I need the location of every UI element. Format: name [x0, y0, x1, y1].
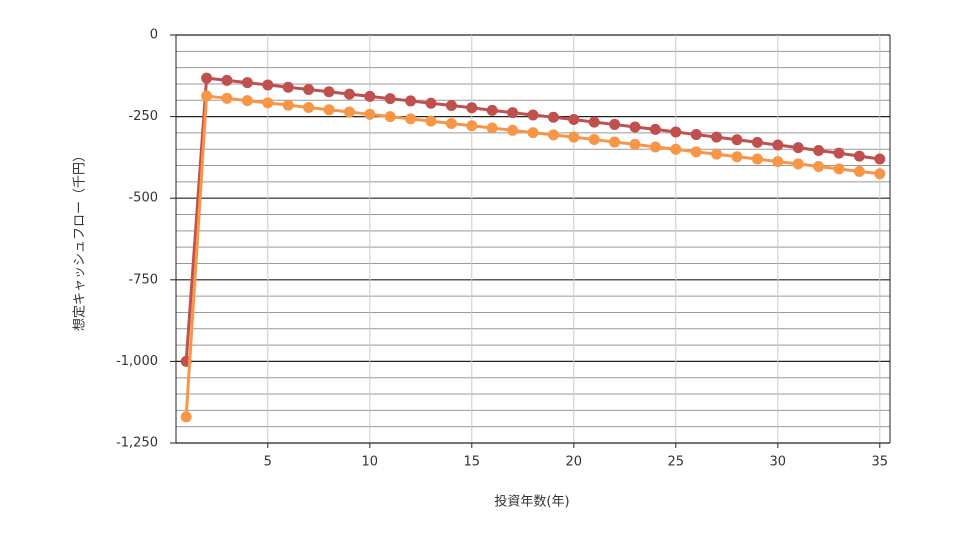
data-point [343, 88, 355, 100]
y-tick-label: -1,000 [116, 354, 158, 369]
data-point [201, 72, 213, 84]
data-point [670, 143, 682, 155]
y-axis-label: 想定キャッシュフロー（千円） [72, 149, 88, 331]
y-tick-label: -500 [128, 191, 158, 206]
data-point [303, 84, 315, 96]
data-point [629, 121, 641, 133]
data-point [241, 95, 253, 107]
data-point [649, 123, 661, 135]
data-point [751, 136, 763, 148]
data-point [833, 147, 845, 159]
data-point [711, 148, 723, 160]
data-point [568, 114, 580, 126]
data-point [792, 158, 804, 170]
data-point [364, 108, 376, 120]
data-point [588, 116, 600, 128]
data-point [445, 117, 457, 129]
data-point [690, 129, 702, 141]
data-point [221, 74, 233, 86]
data-point [874, 153, 886, 165]
data-point [262, 97, 274, 109]
data-point [466, 120, 478, 132]
data-point [833, 163, 845, 175]
data-point [323, 86, 335, 98]
data-point [507, 107, 519, 119]
data-point [588, 133, 600, 145]
y-tick-label: -1,250 [116, 436, 158, 451]
data-point [813, 161, 825, 173]
data-point [241, 77, 253, 89]
data-point [527, 127, 539, 139]
x-tick-label: 10 [362, 455, 379, 470]
data-point [853, 150, 865, 162]
x-tick-label: 20 [566, 455, 583, 470]
data-point [547, 111, 559, 123]
x-tick-label: 5 [264, 455, 272, 470]
x-tick-label: 35 [872, 455, 889, 470]
data-point [364, 90, 376, 102]
data-point [282, 81, 294, 93]
data-point [711, 131, 723, 143]
data-point [874, 168, 886, 180]
data-point [629, 138, 641, 150]
x-tick-label: 25 [668, 455, 685, 470]
data-point [282, 99, 294, 111]
x-axis-label: 投資年数(年) [494, 494, 569, 510]
data-point [180, 411, 192, 423]
y-tick-label: 0 [150, 28, 158, 43]
data-point [751, 153, 763, 165]
data-point [486, 104, 498, 116]
data-point [405, 113, 417, 125]
x-tick-label: 30 [770, 455, 787, 470]
data-point [853, 165, 865, 177]
data-point [384, 111, 396, 123]
data-point [303, 101, 315, 113]
data-point [201, 90, 213, 102]
data-point [466, 102, 478, 114]
data-point [731, 151, 743, 163]
data-point [609, 118, 621, 130]
x-tick-label: 15 [464, 455, 481, 470]
data-point [568, 131, 580, 143]
y-tick-label: -750 [128, 272, 158, 287]
data-point [507, 124, 519, 136]
data-point [527, 109, 539, 121]
data-point [731, 134, 743, 146]
series-line [184, 76, 881, 362]
y-tick-label: -250 [128, 109, 158, 124]
data-point [425, 97, 437, 109]
data-point [221, 92, 233, 104]
data-point [343, 106, 355, 118]
data-point [609, 136, 621, 148]
data-point [486, 122, 498, 134]
data-point [262, 79, 274, 91]
data-point [792, 142, 804, 154]
data-point [547, 129, 559, 141]
data-point [384, 93, 396, 105]
data-point [670, 126, 682, 138]
data-point [772, 139, 784, 151]
data-point [323, 104, 335, 116]
data-point [425, 115, 437, 127]
data-point [772, 156, 784, 168]
data-point [649, 141, 661, 153]
data-point [445, 100, 457, 112]
data-point [405, 95, 417, 107]
data-point [813, 145, 825, 157]
data-point [690, 146, 702, 158]
